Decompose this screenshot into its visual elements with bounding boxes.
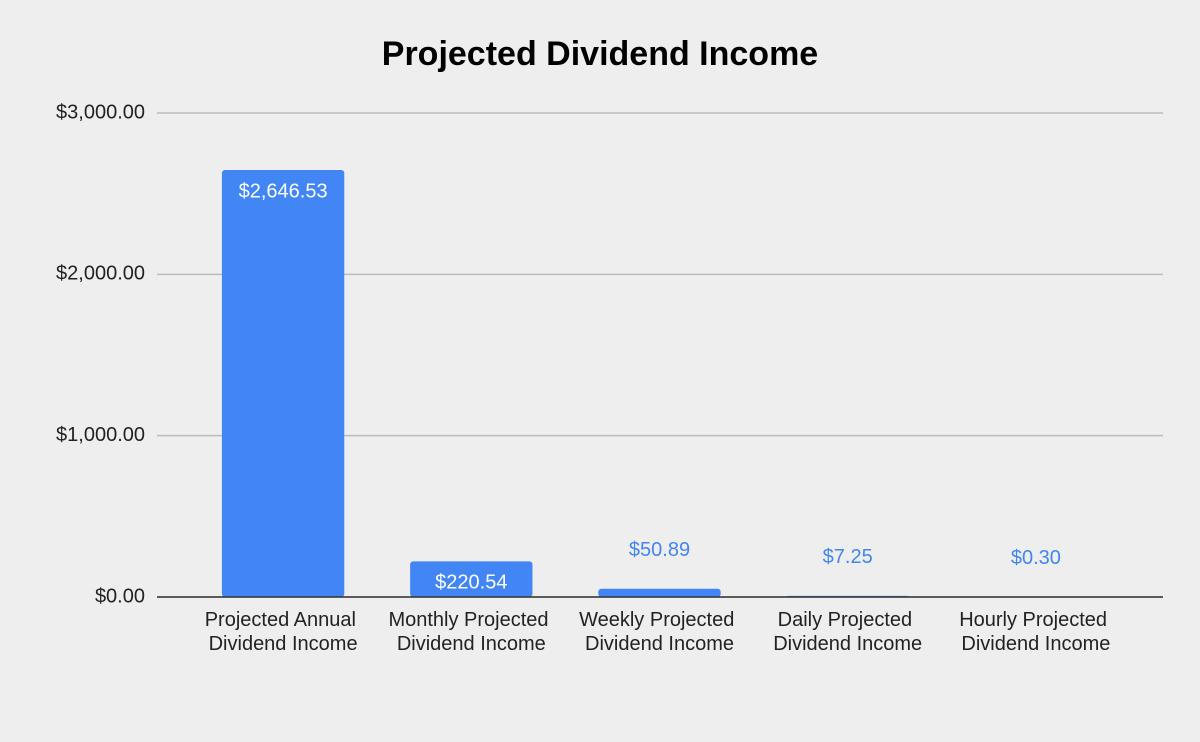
y-tick-label: $1,000.00	[56, 424, 145, 446]
x-tick-label: Monthly Projected Dividend Income	[388, 609, 554, 655]
x-tick-label: Weekly Projected Dividend Income	[579, 609, 740, 655]
x-tick-label: Hourly Projected Dividend Income	[959, 609, 1112, 655]
value-label: $220.54	[435, 572, 507, 594]
value-label: $2,646.53	[239, 180, 328, 202]
x-tick-label: Daily Projected Dividend Income	[773, 609, 922, 655]
value-label: $50.89	[629, 539, 690, 561]
x-tick-label: Projected Annual Dividend Income	[205, 609, 362, 655]
y-tick-label: $3,000.00	[56, 101, 145, 123]
bar	[410, 561, 533, 597]
chart-title: Projected Dividend Income	[382, 35, 818, 73]
bar	[598, 588, 721, 597]
value-label: $7.25	[823, 546, 873, 568]
y-tick-label: $2,000.00	[56, 263, 145, 285]
bar	[221, 170, 345, 597]
y-tick-label: $0.00	[95, 585, 145, 607]
value-label: $0.30	[1011, 547, 1061, 569]
